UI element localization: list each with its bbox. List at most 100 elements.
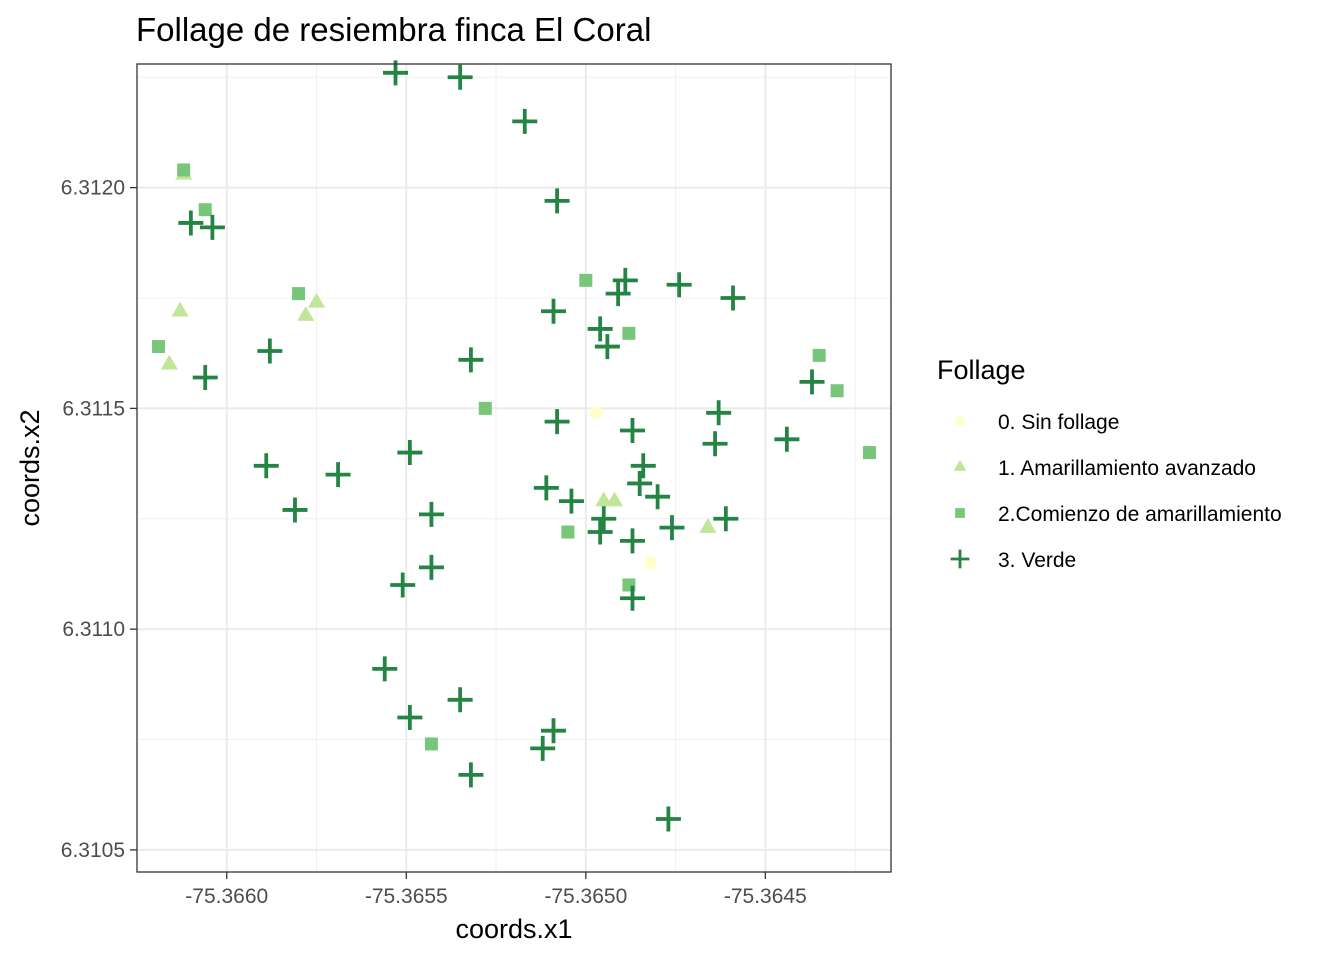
- data-point: [282, 497, 308, 523]
- data-point: [307, 292, 326, 308]
- legend-item: 2.Comienzo de amarillamiento: [955, 503, 1282, 526]
- y-axis-label: coords.x2: [15, 409, 45, 526]
- data-point: [595, 491, 613, 507]
- data-point: [447, 687, 473, 713]
- data-point: [458, 762, 484, 788]
- x-axis: -75.3660 -75.3655 -75.3650 -75.3645: [185, 872, 807, 908]
- data-point: [799, 369, 825, 395]
- data-point: [619, 585, 645, 611]
- series-circle: [590, 406, 657, 570]
- data-point: [292, 287, 306, 301]
- data-point: [666, 272, 692, 298]
- data-point: [540, 298, 566, 324]
- plot-area: [136, 60, 892, 873]
- data-point: [177, 163, 191, 177]
- data-point: [478, 401, 492, 415]
- legend: Follage 0. Sin follage 1. Amarillamiento …: [937, 355, 1282, 572]
- data-point: [544, 409, 570, 435]
- data-point: [160, 354, 178, 370]
- data-point: [390, 572, 416, 598]
- data-point: [643, 556, 657, 570]
- series-square: [152, 163, 876, 751]
- data-point: [512, 108, 538, 134]
- legend-items: 0. Sin follage 1. Amarillamiento avanzado…: [950, 411, 1282, 572]
- data-point: [591, 506, 617, 532]
- data-point: [397, 440, 423, 466]
- x-tick-label: -75.3650: [544, 885, 627, 908]
- data-point: [587, 316, 613, 342]
- legend-item: 3. Verde: [950, 549, 1076, 572]
- data-point: [178, 210, 204, 236]
- data-point: [533, 475, 559, 501]
- chart-title: Follage de resiembra finca El Coral: [136, 11, 651, 48]
- data-point: [706, 400, 732, 426]
- data-point: [540, 718, 566, 744]
- series-plus: [178, 60, 825, 832]
- x-tick-label: -75.3655: [365, 885, 448, 908]
- x-tick-label: -75.3660: [185, 885, 268, 908]
- data-point: [418, 554, 444, 580]
- data-point: [830, 384, 844, 398]
- data-point: [198, 203, 212, 217]
- data-point: [152, 340, 166, 354]
- legend-key: [955, 508, 965, 518]
- data-point: [397, 704, 423, 730]
- legend-label: 3. Verde: [998, 549, 1076, 572]
- data-point: [720, 285, 746, 311]
- data-point: [702, 431, 728, 457]
- data-point: [372, 656, 398, 682]
- data-point: [612, 267, 638, 293]
- data-point: [297, 306, 315, 321]
- data-point: [655, 806, 681, 832]
- data-point: [171, 301, 189, 317]
- y-tick-label: 6.3115: [62, 397, 125, 420]
- data-point: [257, 338, 283, 364]
- data-point: [812, 348, 826, 362]
- legend-key: [953, 459, 967, 471]
- y-axis: 6.3105 6.3110 6.3115 6.3120: [61, 177, 137, 862]
- data-point: [458, 347, 484, 373]
- legend-item: 1. Amarillamiento avanzado: [953, 457, 1256, 480]
- data-point: [605, 281, 631, 307]
- legend-item: 0. Sin follage: [955, 411, 1119, 434]
- legend-label: 2.Comienzo de amarillamiento: [998, 503, 1282, 526]
- y-tick-label: 6.3120: [61, 177, 125, 200]
- data-point: [605, 491, 624, 507]
- data-points: [152, 60, 876, 832]
- data-point: [579, 273, 593, 287]
- data-point: [774, 426, 800, 452]
- data-point: [622, 326, 636, 340]
- data-point: [192, 364, 218, 390]
- data-point: [619, 528, 645, 554]
- data-point: [594, 334, 620, 360]
- data-point: [659, 515, 685, 541]
- data-point: [587, 519, 613, 545]
- y-tick-label: 6.3105: [61, 839, 125, 862]
- data-point: [590, 406, 604, 420]
- data-point: [713, 506, 739, 532]
- data-point: [619, 417, 645, 443]
- data-point: [558, 488, 584, 514]
- x-axis-label: coords.x1: [455, 914, 572, 944]
- legend-title: Follage: [937, 355, 1026, 385]
- data-point: [424, 737, 438, 751]
- data-point: [530, 735, 556, 761]
- plot-panel-border: [136, 63, 892, 873]
- data-point: [645, 484, 671, 510]
- legend-label: 1. Amarillamiento avanzado: [998, 457, 1256, 480]
- legend-key: [950, 549, 970, 569]
- data-point: [447, 64, 473, 90]
- data-point: [627, 470, 653, 496]
- data-point: [862, 446, 876, 460]
- data-point: [699, 518, 717, 533]
- legend-label: 0. Sin follage: [998, 411, 1119, 434]
- data-point: [418, 501, 444, 527]
- x-tick-label: -75.3645: [724, 885, 807, 908]
- data-point: [561, 525, 575, 539]
- legend-key: [955, 416, 965, 426]
- plot-panel-background: [137, 64, 891, 872]
- data-point: [253, 453, 279, 479]
- data-point: [199, 214, 225, 240]
- grid-major: [137, 64, 891, 872]
